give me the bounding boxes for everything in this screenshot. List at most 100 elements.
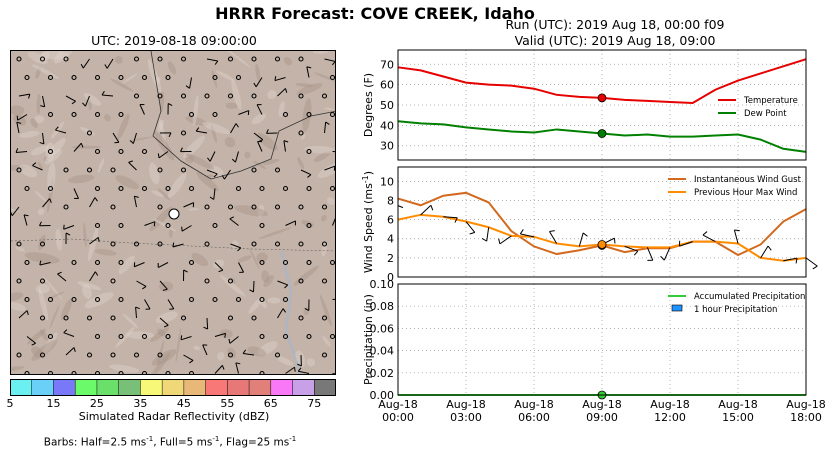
wind-barbs: [11, 56, 335, 374]
wind-barb-flag: [23, 214, 29, 217]
wind-barb-flag: [332, 61, 335, 66]
wind-barb: [102, 94, 114, 97]
calm-wind-circle: [118, 185, 124, 192]
map-title: UTC: 2019-08-18 09:00:00: [91, 33, 257, 48]
wind-barb: [136, 280, 147, 287]
wind-barb: [420, 204, 432, 216]
calm-wind-circle: [63, 204, 69, 210]
y-tick-label: 10: [380, 175, 394, 188]
terrain-texture: [150, 327, 170, 342]
calm-wind-circle: [235, 74, 242, 81]
terrain-texture: [151, 349, 177, 366]
colorbar-label: Simulated Radar Reflectivity (dBZ): [78, 410, 270, 423]
chart-panel-2: 0 2 4 6 8 10 Wind Speed (ms-1) Instantaneous Wi…: [361, 166, 818, 284]
calm-wind-circle: [94, 370, 101, 374]
calm-wind-circle: [251, 56, 257, 62]
calm-wind-circle: [39, 241, 46, 247]
wind-barb: [235, 151, 239, 163]
y-tick-label: 0.08: [370, 300, 395, 313]
calm-wind-circle: [94, 259, 101, 266]
wind-barb: [206, 58, 218, 62]
terrain-texture: [244, 151, 251, 159]
terrain-texture: [35, 284, 51, 294]
wind-barb: [624, 245, 638, 252]
wind-barb-flag: [307, 174, 312, 178]
calm-wind-circle: [321, 204, 328, 210]
y-tick-label: 4: [387, 233, 394, 246]
wind-barb-flag: [285, 88, 288, 93]
wind-barb: [183, 202, 194, 208]
wind-barb-flag: [134, 195, 139, 198]
calm-wind-circle: [86, 167, 93, 173]
wind-barb-flag: [734, 229, 740, 232]
terrain-texture: [15, 246, 25, 252]
terrain-texture: [34, 115, 45, 124]
run-time-label: Run (UTC): 2019 Aug 18, 00:00 f09: [505, 17, 725, 32]
wind-barb: [243, 352, 255, 356]
calm-wind-circle: [157, 167, 163, 173]
terrain-texture: [114, 56, 123, 64]
x-tick-label-date: Aug-18: [378, 398, 417, 411]
wind-barb: [520, 233, 535, 238]
wind-barb: [549, 231, 558, 244]
wind-barb-flag: [469, 231, 475, 235]
terrain-texture: [313, 151, 331, 162]
terrain-texture: [219, 329, 233, 338]
wind-barb-flag: [242, 349, 247, 354]
wind-barb: [230, 123, 237, 134]
wind-barb: [332, 373, 335, 374]
wind-barb-flag: [481, 238, 487, 242]
calm-wind-circle: [180, 130, 187, 136]
terrain-texture: [126, 331, 155, 340]
wind-barb: [82, 58, 90, 69]
wind-barb: [783, 257, 798, 262]
terrain-texture: [217, 351, 225, 361]
terrain-texture: [262, 158, 280, 165]
wind-barb-flag: [133, 262, 136, 267]
wind-barb-flag: [183, 269, 188, 273]
colorbar-segment: [118, 379, 141, 396]
current-hour-marker: [597, 129, 607, 138]
y-tick-label: 0.10: [370, 278, 395, 291]
wind-barb: [16, 122, 20, 134]
calm-wind-circle: [24, 259, 30, 266]
wind-barb: [277, 308, 284, 319]
y-tick-label: 6: [387, 214, 394, 227]
colorbar-segment: [10, 379, 33, 396]
wind-barb-flag: [180, 147, 183, 152]
terrain-texture: [53, 51, 78, 64]
wind-barb-flag: [207, 157, 211, 162]
wind-barb: [679, 241, 693, 247]
main-title: HRRR Forecast: COVE CREEK, Idaho: [215, 4, 535, 23]
terrain-texture: [81, 284, 92, 299]
colorbar-tick-label: 15: [46, 397, 60, 410]
calm-wind-circle: [282, 185, 289, 192]
wind-barb: [578, 232, 584, 247]
wind-barb-flag: [195, 127, 200, 132]
y-tick-label: 8: [387, 194, 394, 207]
wind-barb-flag: [519, 229, 524, 235]
x-tick-label-date: Aug-18: [446, 398, 485, 411]
calm-wind-circle: [298, 56, 304, 62]
terrain-texture: [224, 51, 252, 68]
wind-barb-flag: [209, 196, 215, 200]
wind-barb-flag: [274, 76, 277, 81]
wind-barb-flag: [114, 141, 119, 144]
colorbar-tick-label: 25: [90, 397, 104, 410]
wind-barb-flag: [767, 245, 772, 251]
terrain-texture: [104, 114, 111, 122]
calm-wind-circle: [39, 352, 46, 358]
terrain-texture: [50, 121, 65, 139]
legend-label: 1 hour Precipitation: [694, 305, 777, 315]
terrain-texture: [185, 116, 208, 126]
wind-barb: [214, 262, 224, 271]
terrain-texture: [40, 51, 69, 60]
calm-wind-circle: [141, 148, 148, 155]
terrain-texture: [255, 63, 261, 82]
wind-barb-flag: [63, 329, 68, 334]
wind-barb-flag: [31, 342, 36, 346]
wind-barb: [128, 161, 137, 171]
calm-wind-circle: [329, 185, 335, 192]
wind-barb-flag: [39, 260, 42, 266]
wind-barb: [230, 243, 241, 249]
